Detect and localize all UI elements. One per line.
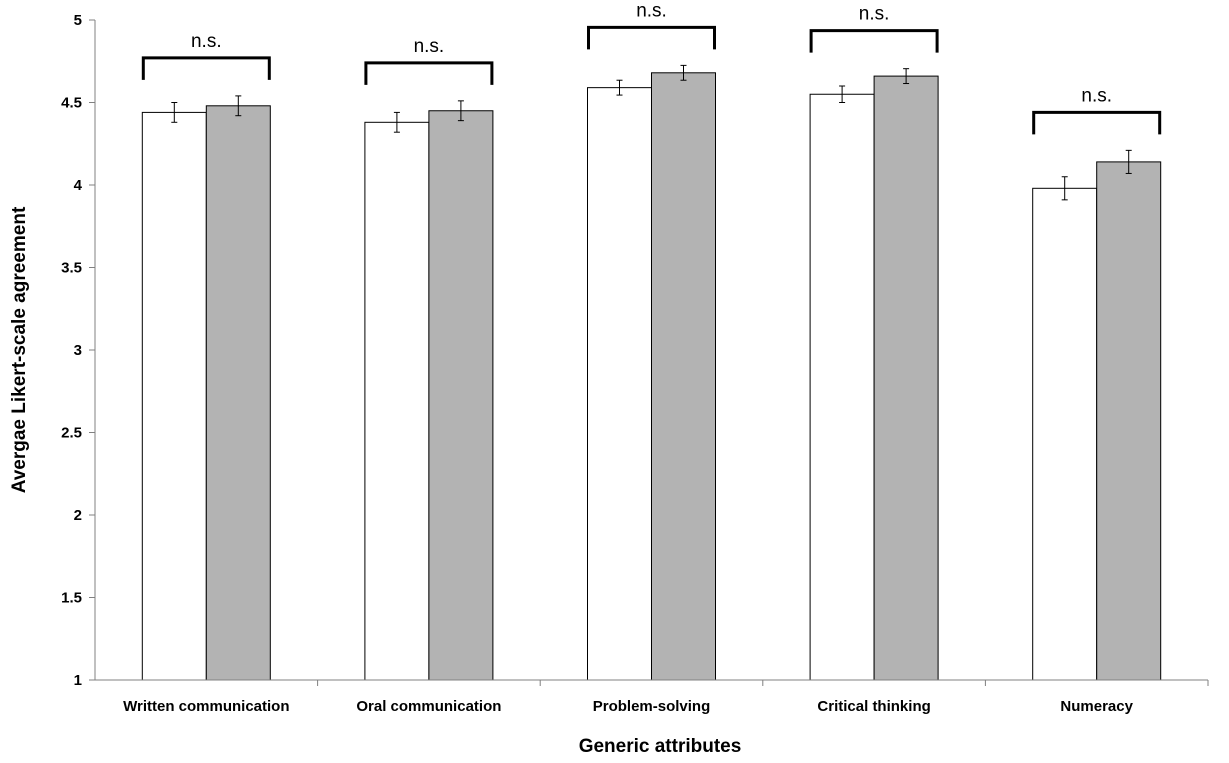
significance-bracket (1032, 110, 1162, 135)
bar-series-1-3 (809, 93, 875, 681)
axes-group (94, 20, 1209, 686)
significance-label: n.s. (859, 4, 890, 25)
significance-label: n.s. (636, 0, 667, 21)
significance-label: n.s. (414, 36, 445, 57)
significance-label: n.s. (191, 31, 222, 52)
bar-series-2-4 (1096, 161, 1162, 681)
bar-series-2-0 (205, 105, 271, 681)
significance-bracket (809, 29, 939, 53)
significance-label: n.s. (1081, 85, 1112, 106)
x-axis-title: Generic attributes (579, 736, 742, 757)
y-tick-label: 2.5 (61, 425, 82, 442)
bar-series-2-1 (428, 110, 494, 681)
significance-bracket (587, 25, 716, 50)
y-tick-label: 5 (74, 12, 82, 29)
bar-series-1-4 (1032, 187, 1098, 681)
y-tick-label: 1.5 (61, 590, 82, 607)
bar-series-1-1 (364, 121, 430, 681)
bar-series-1-2 (587, 87, 652, 681)
y-tick-label: 2 (74, 507, 82, 524)
x-category-label: Oral communication (356, 698, 501, 715)
y-axis-ticks: 1 1.5 2 2.5 3 3.5 4 4.5 5 (61, 12, 95, 689)
significance-bracket (364, 61, 494, 85)
x-category-label: Numeracy (1060, 698, 1133, 715)
bar-series-1-0 (141, 111, 207, 681)
bars-group (141, 72, 1162, 681)
error-bars-group (171, 64, 1132, 201)
y-tick-label: 4.5 (61, 95, 82, 112)
x-category-label: Problem-solving (593, 698, 711, 715)
y-axis-title: Avergae Likert-scale agreement (9, 206, 30, 493)
significance-brackets-group: n.s. n.s. n.s. n.s. n.s. (141, 0, 1162, 135)
y-tick-label: 1 (74, 672, 82, 689)
y-tick-label: 3 (74, 342, 82, 359)
y-tick-label: 3.5 (61, 260, 82, 277)
x-category-label: Written communication (123, 698, 289, 715)
y-tick-label: 4 (74, 177, 83, 194)
bar-series-2-2 (651, 72, 716, 681)
significance-bracket (141, 56, 271, 80)
x-category-label: Critical thinking (817, 698, 930, 715)
x-axis-category-labels: Written communication Oral communication P… (123, 698, 1134, 715)
bar-series-2-3 (873, 75, 939, 681)
